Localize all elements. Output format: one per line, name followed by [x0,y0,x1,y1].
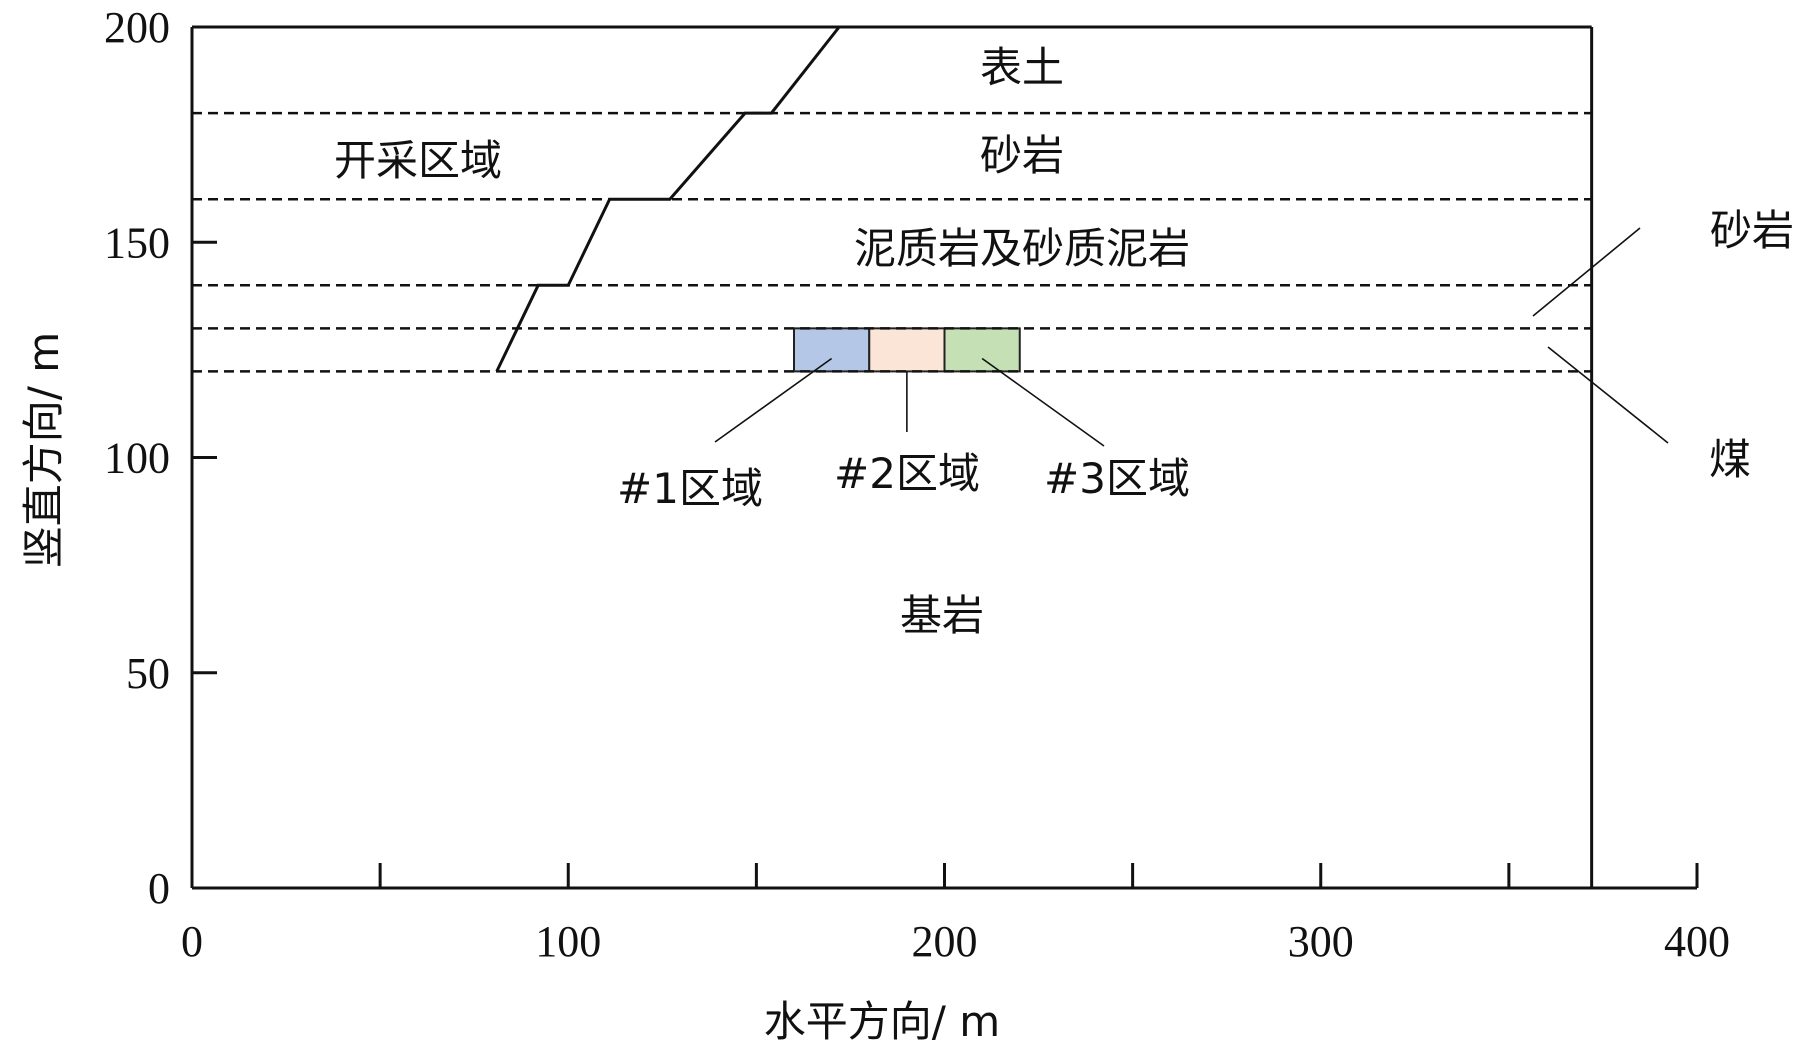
layer-label-sandstone-upper: 砂岩 [980,131,1064,180]
y-axis-title: 竖直方向/ m [19,332,68,568]
region-3-fill [943,327,1021,373]
x-tick-label-400: 400 [1664,917,1730,966]
excavation-boundary [495,26,841,373]
layer-label-coal: 煤 [1709,435,1751,484]
x-axis-title: 水平方向/ m [764,997,1000,1046]
mining-area-label: 开采区域 [334,136,502,185]
leader-coal [1547,346,1669,444]
y-tick-label-200: 200 [104,3,170,52]
y-tick-label-150: 150 [104,218,170,267]
y-tick-label-100: 100 [104,434,170,483]
leader-region-1 [714,357,833,443]
tick-labels: 0 100 200 300 400 0 50 100 150 200 [104,3,1730,966]
x-tick-label-0: 0 [181,917,203,966]
layer-boundaries [192,111,1592,373]
region-1-fill [793,327,871,373]
layer-label-bedrock: 基岩 [900,591,984,640]
axes [190,25,1699,890]
region-2-fill [868,327,946,373]
leader-region-3 [981,357,1105,447]
y-tick-label-50: 50 [126,649,170,698]
layer-label-topsoil: 表土 [980,43,1064,92]
leader-sandstone [1532,227,1641,317]
x-tick-label-300: 300 [1288,917,1354,966]
region-fills [793,327,1021,373]
x-tick-label-200: 200 [912,917,978,966]
layer-label-sandstone-lower: 砂岩 [1710,206,1794,255]
region-2-label: #2区域 [834,449,980,498]
region-1-label: #1区域 [617,464,763,513]
excavation-boundary-line [495,26,841,373]
region-3-label: #3区域 [1044,454,1190,503]
layer-label-mudstone: 泥质岩及砂质泥岩 [854,224,1190,273]
y-tick-label-0: 0 [148,864,170,913]
x-tick-label-100: 100 [535,917,601,966]
leader-lines [714,227,1669,447]
